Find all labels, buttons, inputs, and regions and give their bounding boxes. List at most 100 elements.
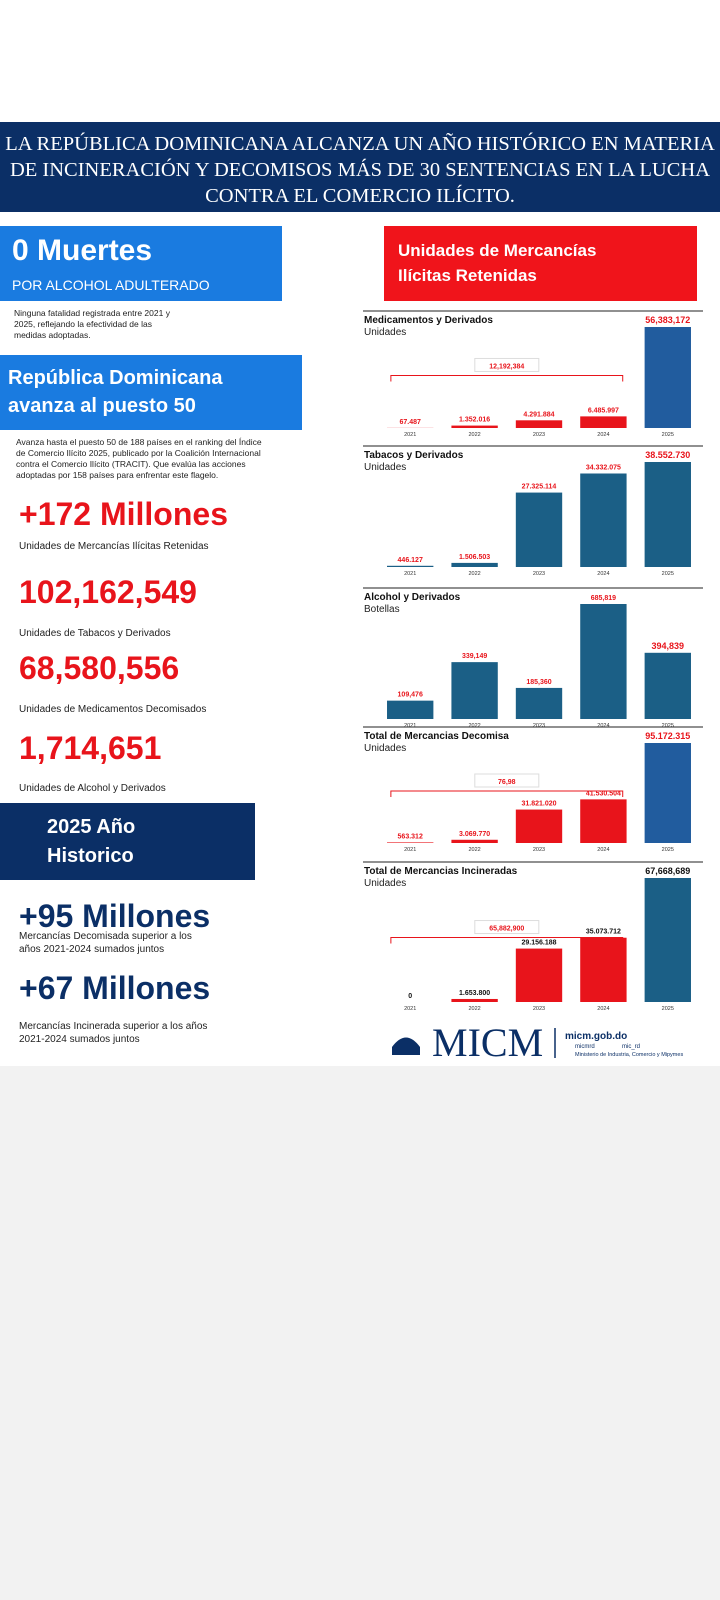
x-tick-label: 2022 (468, 1006, 480, 1012)
x-tick-label: 2021 (404, 847, 416, 853)
x-tick-label: 2023 (533, 847, 545, 853)
x-tick-label: 2025 (662, 723, 674, 729)
bar (451, 562, 498, 567)
value-label: 67.487 (399, 419, 421, 426)
stat-label: Unidades de Alcohol y Derivados (19, 783, 166, 794)
value-label: 56,383,172 (645, 315, 690, 325)
value-label: 29.156.188 (521, 940, 556, 947)
ranking-note: Avanza hasta el puesto 50 de 188 países … (16, 437, 262, 480)
deaths-box: 0 Muertes POR ALCOHOL ADULTERADO (0, 226, 282, 301)
chart-title: Total de Mercancias Decomisa (364, 731, 509, 742)
stat-value: 102,162,549 (19, 574, 197, 610)
deaths-headline: 0 Muertes (12, 234, 153, 267)
value-label: 1.352.016 (459, 417, 490, 424)
year-title: 2025 Año Historico (47, 816, 136, 867)
bar (515, 492, 563, 567)
value-label: 394,839 (652, 641, 685, 651)
footer: MICM micm.gob.do micmrd mic_rd Ministeri… (392, 1020, 683, 1065)
bar (580, 416, 627, 428)
value-label: 34.332.075 (586, 464, 621, 471)
right-title-box: Unidades de Mercancías Ilícitas Retenida… (384, 226, 697, 301)
deaths-note: Ninguna fatalidad registrada entre 2021 … (14, 308, 170, 340)
x-tick-label: 2025 (662, 1006, 674, 1012)
annotation-box (474, 773, 540, 788)
bar (644, 327, 691, 428)
stat-value: 68,580,556 (19, 650, 180, 686)
bar (387, 565, 434, 567)
ministry: Ministerio de Industria, Comercio y Mipy… (575, 1052, 683, 1058)
value-label: 185,360 (526, 679, 551, 686)
x-tick-label: 2024 (597, 847, 609, 853)
chart-title: Alcohol y Derivados (364, 592, 461, 603)
stat-value: +172 Millones (19, 496, 228, 532)
chart-subtitle: Unidades (364, 878, 406, 889)
value-label: 1.653.800 (459, 990, 490, 997)
value-label: 685,819 (591, 595, 616, 602)
bracket (390, 937, 624, 944)
x-tick-label: 2024 (597, 1006, 609, 1012)
bar (644, 743, 691, 843)
bar (387, 700, 434, 719)
x-tick-label: 2025 (662, 571, 674, 577)
annotation-box (474, 357, 540, 372)
x-tick-label: 2022 (468, 847, 480, 853)
header-title: LA REPÚBLICA DOMINICANA ALCANZA UN AÑO H… (0, 122, 720, 212)
stat-value: 1,714,651 (19, 730, 162, 766)
x-tick-label: 2023 (533, 1006, 545, 1012)
logo-dome (392, 1037, 420, 1055)
x-tick-label: 2023 (533, 432, 545, 438)
stat-label: Unidades de Tabacos y Derivados (19, 628, 171, 639)
right-title: Unidades de Mercancías Ilícitas Retenida… (398, 241, 597, 285)
x-tick-label: 2024 (597, 571, 609, 577)
value-label: 563.312 (398, 833, 423, 840)
value-label: 67,668,689 (645, 866, 690, 876)
deaths-sub: POR ALCOHOL ADULTERADO (12, 277, 210, 293)
bar (515, 948, 563, 1002)
site: micm.gob.do (565, 1031, 627, 1042)
x-tick-label: 2021 (404, 1006, 416, 1012)
value-label: 446.127 (398, 557, 423, 564)
value-label: 1.506.503 (459, 554, 490, 561)
annotation: 65,882,900 (489, 926, 524, 933)
bar (580, 473, 627, 567)
value-label: 0 (408, 993, 412, 1000)
bar (451, 425, 498, 428)
bar (644, 462, 691, 567)
x-tick-label: 2021 (404, 571, 416, 577)
x-tick-label: 2024 (597, 723, 609, 729)
value-label: 4.291.884 (523, 411, 554, 418)
ranking-headline: República Dominicana avanza al puesto 50 (8, 367, 223, 417)
bar (644, 652, 691, 719)
x-tick-label: 2022 (468, 432, 480, 438)
x-tick-label: 2022 (468, 723, 480, 729)
bracket (390, 374, 624, 382)
bar (515, 809, 563, 843)
social: micmrd (575, 1044, 595, 1050)
bar (451, 998, 498, 1002)
annotation-box (474, 920, 540, 935)
value-label: 6.485.997 (588, 407, 619, 414)
value-label: 38.552.730 (645, 450, 690, 460)
record-label: Mercancías Decomisada superior a los año… (19, 931, 192, 955)
x-tick-label: 2022 (468, 571, 480, 577)
value-label: 41.530.504 (586, 790, 621, 797)
x-tick-label: 2021 (404, 723, 416, 729)
x-tick-label: 2024 (597, 432, 609, 438)
bar (451, 839, 498, 843)
chart-title: Tabacos y Derivados (364, 450, 464, 461)
chart-subtitle: Unidades (364, 327, 406, 338)
bar (580, 937, 627, 1002)
value-label: 27.325.114 (522, 484, 557, 491)
bar (515, 687, 563, 719)
x-tick-label: 2025 (662, 847, 674, 853)
bar (387, 842, 434, 843)
x-tick-label: 2023 (533, 571, 545, 577)
annotation: 76,98 (498, 779, 516, 786)
x-tick-label: 2021 (404, 432, 416, 438)
chart-subtitle: Unidades (364, 743, 406, 754)
ranking-box: República Dominicana avanza al puesto 50 (0, 355, 302, 430)
value-label: 95.172.315 (645, 731, 690, 741)
annotation: 12,192,384 (489, 363, 524, 370)
chart-title: Medicamentos y Derivados (364, 315, 493, 326)
